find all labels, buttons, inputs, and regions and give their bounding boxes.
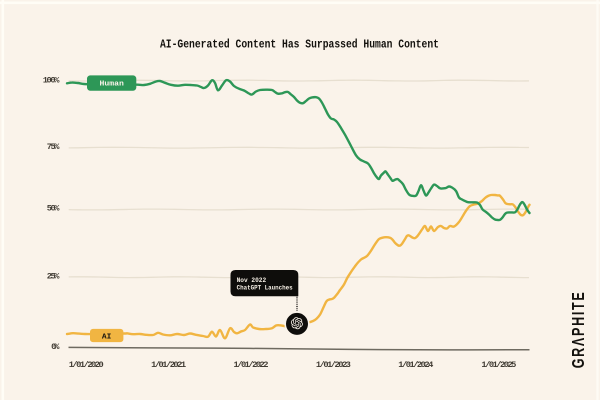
svg-text:50%: 50% xyxy=(47,204,60,214)
svg-text:AI-Generated Content Has Surpa: AI-Generated Content Has Surpassed Human… xyxy=(160,39,439,52)
svg-text:1/01/2024: 1/01/2024 xyxy=(398,360,433,370)
svg-text:GRΛPHITE: GRΛPHITE xyxy=(569,291,589,369)
svg-text:Nov 2022: Nov 2022 xyxy=(237,277,267,284)
svg-text:75%: 75% xyxy=(47,142,60,152)
svg-text:Human: Human xyxy=(100,81,125,89)
svg-text:100%: 100% xyxy=(43,75,61,85)
svg-text:1/01/2021: 1/01/2021 xyxy=(151,360,186,370)
svg-text:1/01/2022: 1/01/2022 xyxy=(234,360,269,370)
svg-text:1/01/2023: 1/01/2023 xyxy=(316,360,351,370)
svg-text:1/01/2025: 1/01/2025 xyxy=(481,360,516,370)
svg-text:25%: 25% xyxy=(47,271,60,281)
svg-text:0%: 0% xyxy=(51,342,60,352)
svg-text:ChatGPT Launches: ChatGPT Launches xyxy=(237,285,293,292)
svg-text:1/01/2020: 1/01/2020 xyxy=(69,360,104,370)
svg-text:AI: AI xyxy=(102,334,112,342)
